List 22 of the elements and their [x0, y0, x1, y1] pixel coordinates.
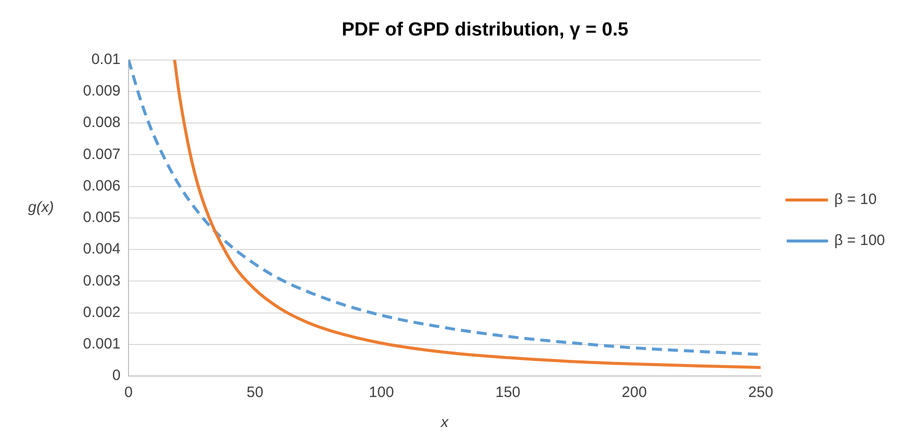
x-tick-label: 100 — [368, 384, 394, 402]
x-tick-label: 50 — [246, 384, 264, 402]
y-tick-label: 0.005 — [82, 209, 121, 226]
y-tick-label: 0.001 — [82, 336, 121, 353]
legend-label: β = 10 — [834, 191, 877, 208]
y-tick-label: 0.002 — [82, 304, 121, 321]
y-tick-label: 0.01 — [91, 50, 121, 68]
x-tick-label: 200 — [622, 384, 647, 402]
y-tick-label: 0.007 — [82, 146, 121, 163]
legend-label: β = 100 — [834, 232, 885, 250]
x-tick-label: 150 — [495, 384, 520, 402]
x-tick-label: 0 — [124, 384, 133, 402]
y-tick-label: 0 — [112, 367, 121, 384]
y-axis-title: g(x) — [28, 199, 54, 216]
y-tick-label: 0.004 — [82, 240, 121, 258]
y-tick-label: 0.006 — [82, 177, 121, 194]
y-tick-label: 0.003 — [82, 272, 121, 290]
x-axis-title: x — [440, 414, 449, 432]
x-tick-label: 250 — [748, 384, 774, 402]
y-tick-label: 0.009 — [82, 82, 121, 100]
y-tick-label: 0.008 — [82, 114, 121, 132]
chart-title: PDF of GPD distribution, γ = 0.5 — [342, 20, 629, 41]
